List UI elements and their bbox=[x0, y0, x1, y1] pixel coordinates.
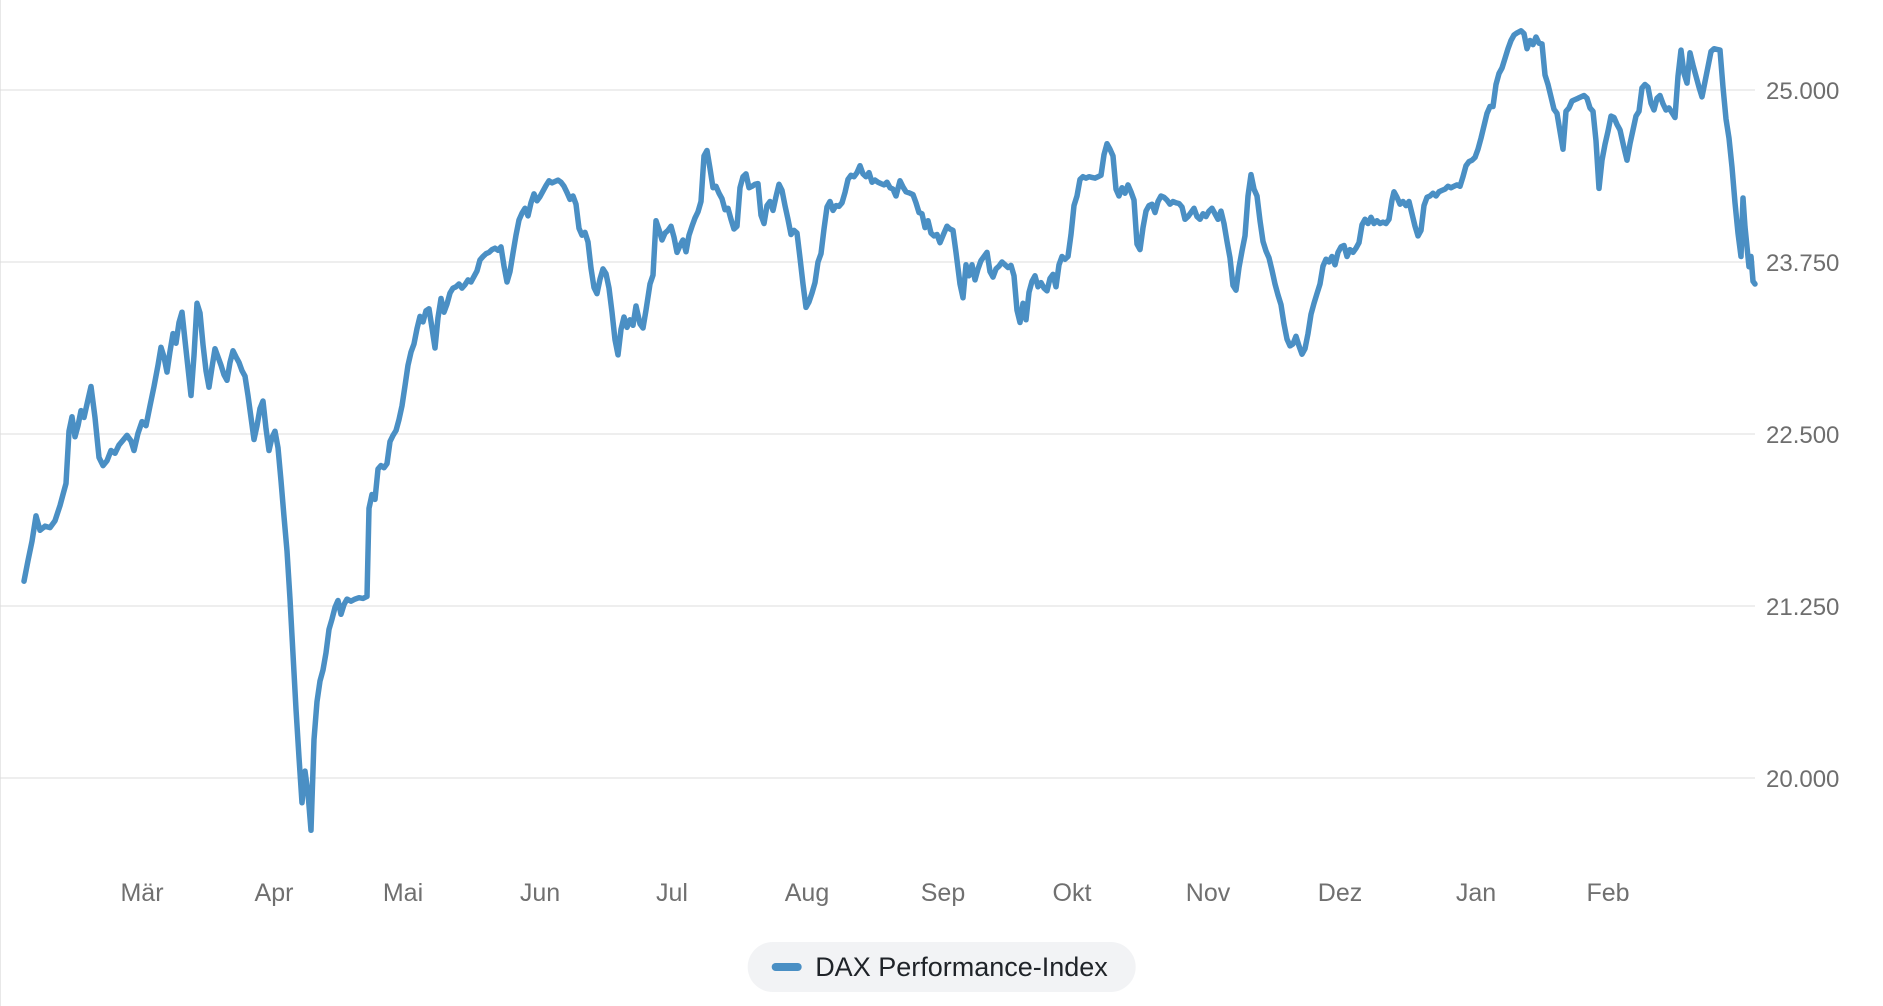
x-axis-label-jul: Jul bbox=[656, 879, 688, 907]
x-axis-label-feb: Feb bbox=[1586, 879, 1629, 907]
x-axis-label-okt: Okt bbox=[1053, 879, 1092, 907]
y-axis-label-20.000: 20.000 bbox=[1766, 766, 1839, 793]
x-axis-label-mai: Mai bbox=[383, 879, 423, 907]
legend-pill[interactable]: DAX Performance-Index bbox=[747, 942, 1136, 992]
x-axis-label-apr: Apr bbox=[255, 879, 294, 907]
x-axis-label-sep: Sep bbox=[921, 879, 965, 907]
x-axis-label-mär: Mär bbox=[120, 879, 163, 907]
x-axis-label-dez: Dez bbox=[1318, 879, 1362, 907]
y-axis-label-21.250: 21.250 bbox=[1766, 594, 1839, 621]
y-axis-label-23.750: 23.750 bbox=[1766, 250, 1839, 277]
x-axis-label-jan: Jan bbox=[1456, 879, 1496, 907]
x-axis-label-jun: Jun bbox=[520, 879, 560, 907]
x-axis-label-aug: Aug bbox=[785, 879, 829, 907]
y-axis-label-25.000: 25.000 bbox=[1766, 78, 1839, 105]
legend-label: DAX Performance-Index bbox=[815, 951, 1108, 982]
dax-series-line[interactable] bbox=[21, 28, 1758, 834]
series-line-icon bbox=[771, 963, 802, 971]
widget-left-border bbox=[0, 0, 1, 1006]
y-axis-label-22.500: 22.500 bbox=[1766, 422, 1839, 449]
x-axis-label-nov: Nov bbox=[1186, 879, 1231, 907]
